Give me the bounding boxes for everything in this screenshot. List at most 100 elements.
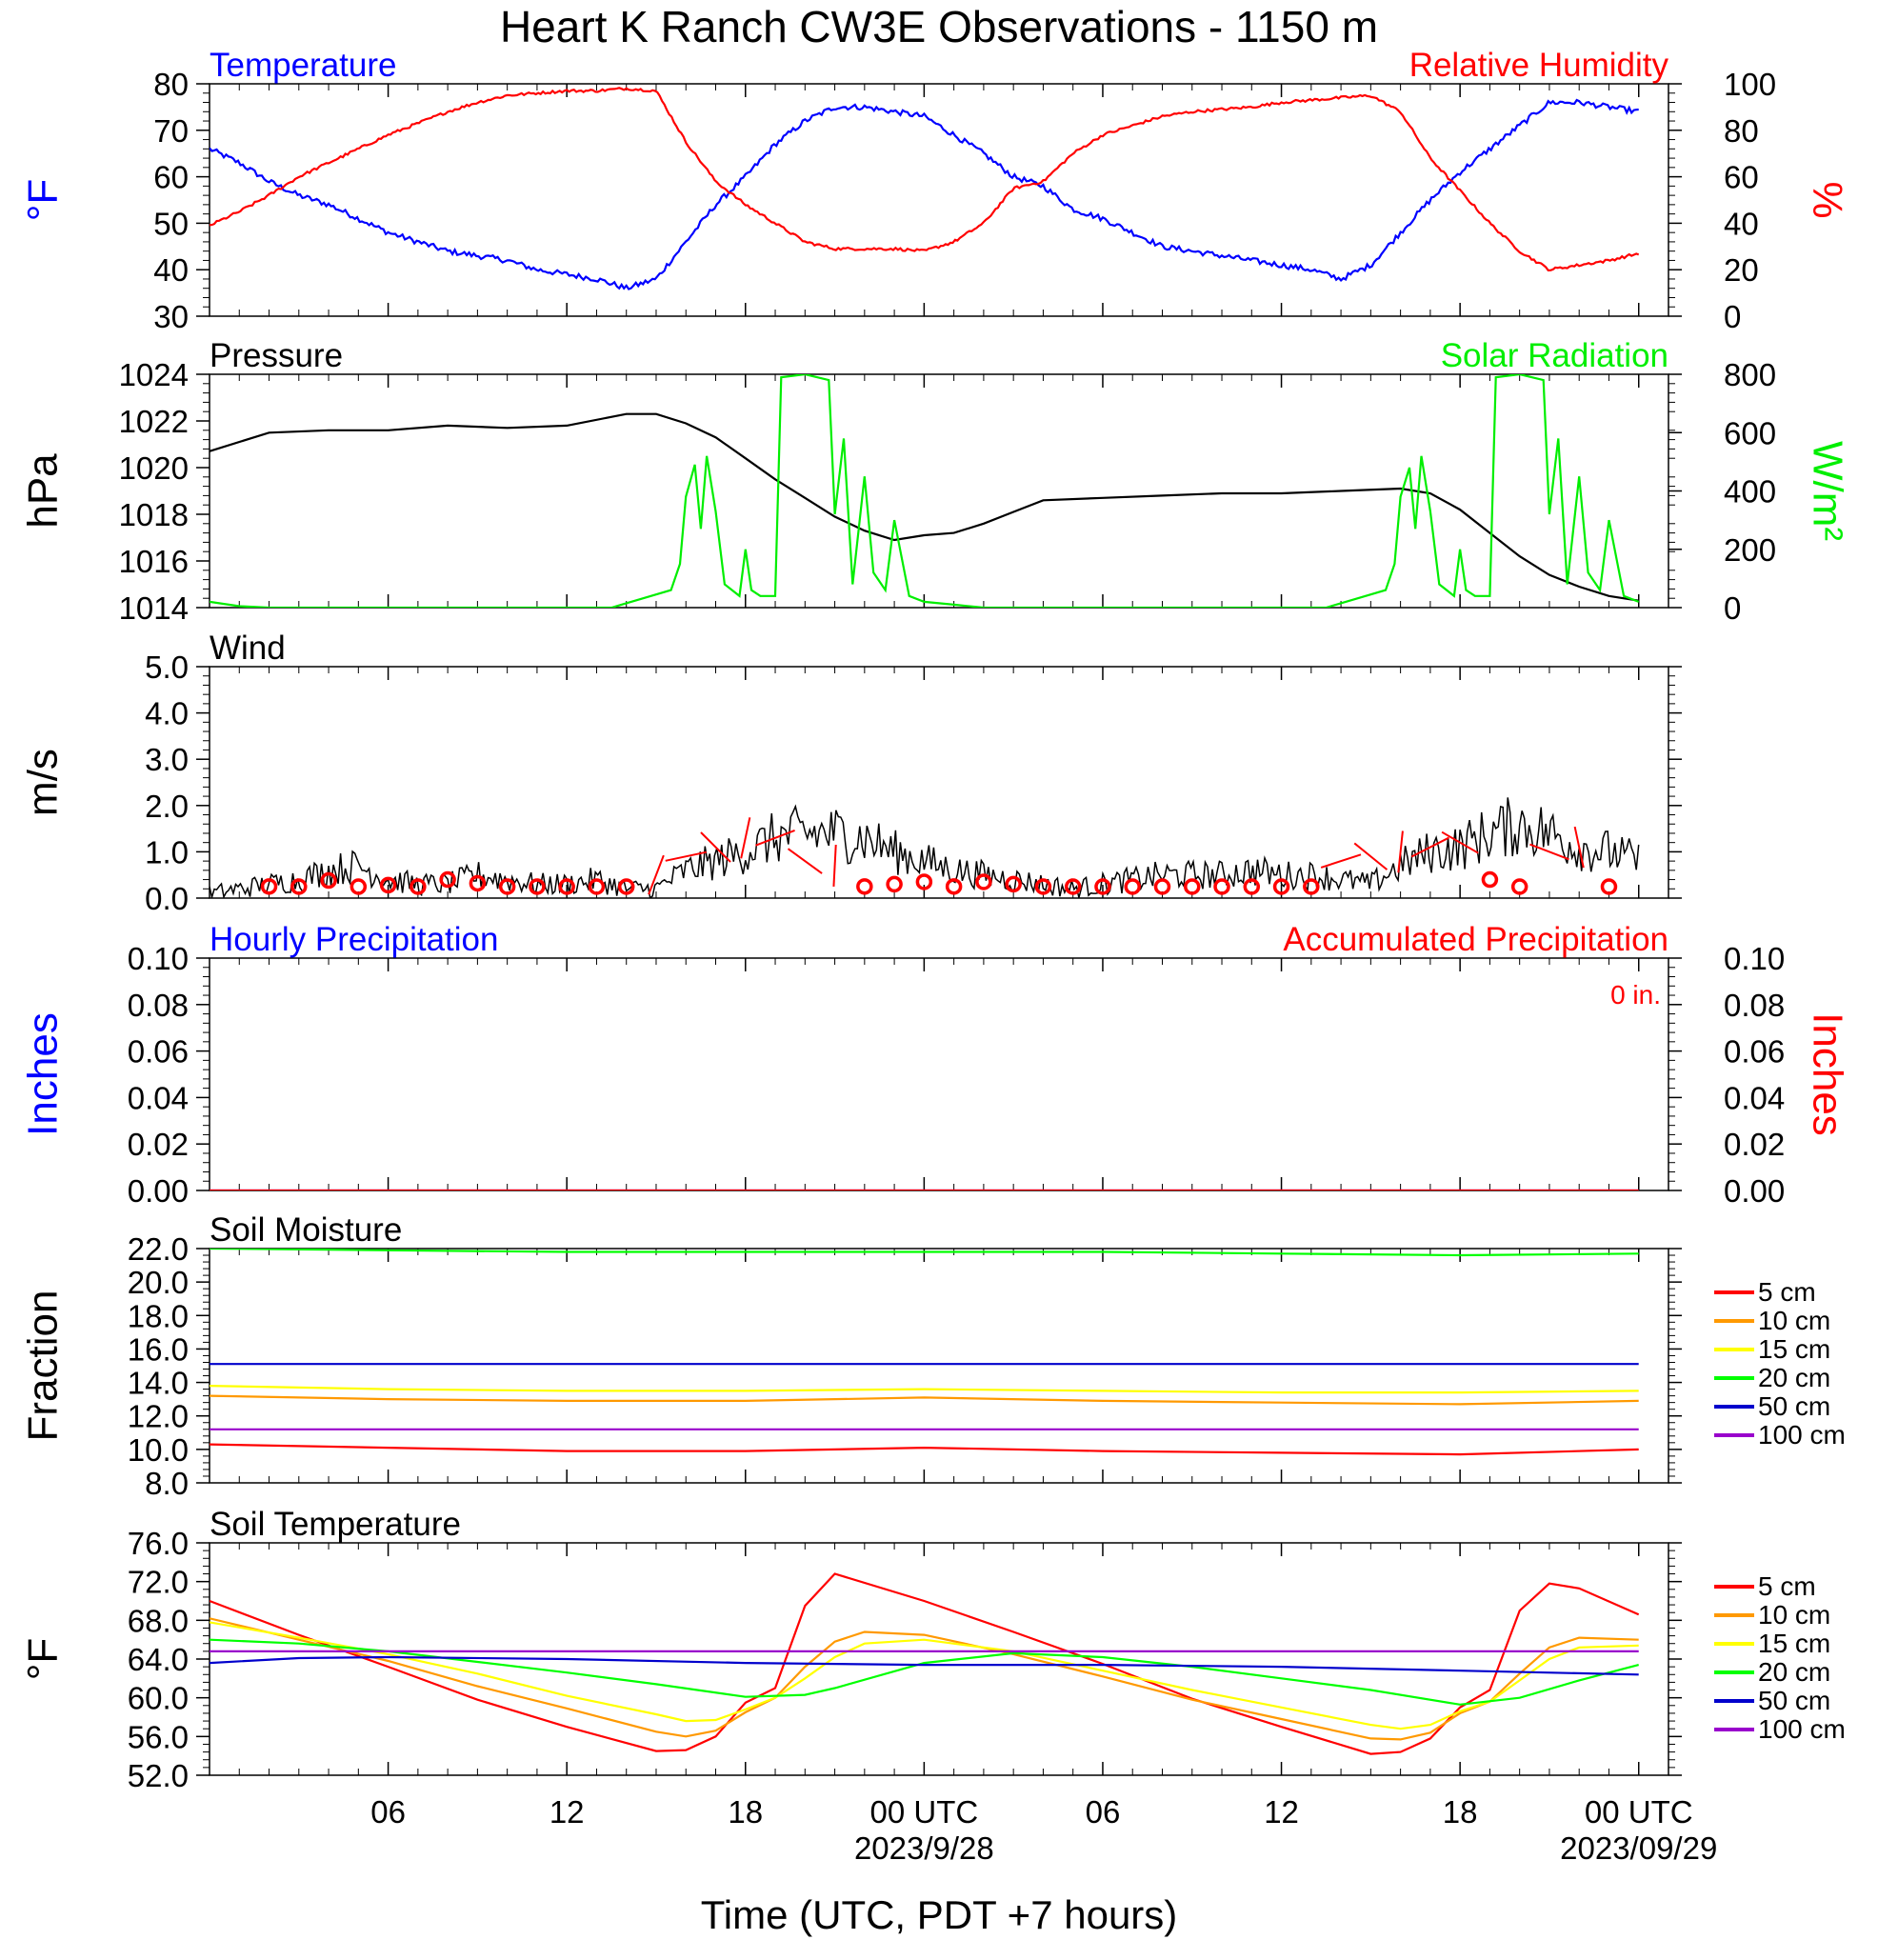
wind-calm-marker <box>617 878 635 895</box>
y-left-axis-label: °F <box>19 179 66 221</box>
wind-direction-barb <box>700 831 731 863</box>
wind-calm-marker <box>290 878 308 895</box>
y-right-axis-label: Inches <box>1805 1012 1851 1136</box>
wind-direction-barb <box>740 817 751 859</box>
x-tick-label: 00 UTC <box>870 1794 979 1830</box>
accumulated-total-annotation: 0 in. <box>1610 980 1661 1010</box>
y-right-tick-label: 600 <box>1724 415 1776 450</box>
y-right-tick-label: 0.04 <box>1724 1080 1785 1115</box>
y-right-tick-label: 0.02 <box>1724 1127 1785 1162</box>
panel-title-left: Soil Moisture <box>210 1211 402 1249</box>
y-right-tick-label: 60 <box>1724 160 1759 195</box>
legend-label: 5 cm <box>1758 1277 1816 1307</box>
y-left-axis-label: Inches <box>19 1012 66 1136</box>
wind-calm-marker <box>588 878 606 895</box>
y-left-tick-label: 5.0 <box>145 650 189 685</box>
y-left-tick-label: 22.0 <box>128 1231 189 1267</box>
panel-title-left: Hourly Precipitation <box>210 921 498 958</box>
legend-label: 5 cm <box>1758 1571 1816 1601</box>
wind-calm-marker <box>1153 878 1171 895</box>
wind-direction-barb <box>1397 830 1404 873</box>
wind-calm-marker <box>1064 878 1082 895</box>
legend-label: 100 cm <box>1758 1714 1846 1744</box>
y-left-tick-label: 1018 <box>119 497 189 532</box>
series-line-20-cm <box>210 1638 1639 1706</box>
y-right-tick-label: 400 <box>1724 474 1776 510</box>
wind-calm-marker <box>320 871 337 890</box>
wind-calm-marker <box>945 878 963 895</box>
wind-calm-marker <box>1213 878 1230 895</box>
x-tick-date-label: 2023/9/28 <box>854 1830 994 1866</box>
y-left-tick-label: 0.0 <box>145 881 189 916</box>
plot-frame <box>209 666 1669 899</box>
y-left-tick-label: 8.0 <box>145 1466 189 1501</box>
x-tick-label: 12 <box>549 1794 585 1830</box>
y-left-tick-label: 1020 <box>119 450 189 486</box>
series-line-20-cm <box>210 1249 1639 1257</box>
y-right-axis-label: W/m² <box>1805 441 1851 541</box>
panel-temp_rh: 30 40 50 60 70 80 0 20 40 60 80 100 Temperature Relat… <box>19 47 1850 334</box>
y-right-tick-label: 0.10 <box>1724 941 1785 976</box>
y-left-tick-label: 80 <box>153 67 189 102</box>
series-line-relative-humidity <box>210 87 1640 272</box>
legend-label: 15 cm <box>1758 1629 1830 1658</box>
y-right-tick-label: 0.06 <box>1724 1034 1785 1070</box>
wind-direction-barb <box>1320 853 1362 869</box>
y-right-tick-label: 0 <box>1724 299 1741 334</box>
panel-title-right: Accumulated Precipitation <box>1283 921 1668 958</box>
y-left-tick-label: 60.0 <box>128 1681 189 1716</box>
y-right-tick-label: 0 <box>1724 590 1741 626</box>
y-left-tick-label: 0.02 <box>128 1127 189 1162</box>
wind-direction-barb <box>1410 836 1449 858</box>
x-tick-label: 00 UTC <box>1585 1794 1693 1830</box>
y-right-tick-label: 0.00 <box>1724 1173 1785 1209</box>
y-left-tick-label: 18.0 <box>128 1298 189 1333</box>
panel-title-right: Solar Radiation <box>1441 337 1668 374</box>
legend-label: 15 cm <box>1758 1334 1830 1364</box>
x-tick-label: 18 <box>728 1794 763 1830</box>
legend-label: 10 cm <box>1758 1600 1830 1630</box>
wind-calm-marker <box>1124 878 1141 895</box>
wind-calm-marker <box>886 875 903 893</box>
y-left-tick-label: 10.0 <box>128 1432 189 1468</box>
series-line-15-cm <box>210 1621 1639 1730</box>
wind-calm-marker <box>1184 878 1201 895</box>
series-line-solar-radiation <box>210 374 1640 608</box>
panel-wind: 0.0 1.0 2.0 3.0 4.0 5.0 Wind m/s <box>19 630 1682 916</box>
wind-calm-marker <box>1303 878 1320 895</box>
y-left-tick-label: 60 <box>153 160 189 195</box>
y-left-tick-label: 1016 <box>119 544 189 579</box>
plot-frame <box>209 957 1669 1191</box>
plot-frame <box>209 1542 1669 1776</box>
plot-frame <box>209 83 1669 317</box>
legend-label: 50 cm <box>1758 1686 1830 1715</box>
wind-calm-marker <box>1034 878 1052 895</box>
y-right-axis-label: % <box>1805 181 1851 218</box>
y-left-tick-label: 0.10 <box>128 941 189 976</box>
wind-calm-marker <box>1510 878 1528 895</box>
wind-calm-marker <box>410 878 427 895</box>
legend-label: 10 cm <box>1758 1306 1830 1335</box>
series-line-50-cm <box>210 1655 1639 1676</box>
panel-title-left: Wind <box>210 630 286 667</box>
panel-precip: 0.00 0.02 0.04 0.06 0.08 0.10 0.00 0.02 0.04 0.06… <box>19 921 1850 1209</box>
x-tick-date-label: 2023/09/29 <box>1560 1830 1717 1866</box>
y-left-tick-label: 14.0 <box>128 1366 189 1401</box>
panel-title-left: Soil Temperature <box>210 1506 461 1543</box>
series-line-15-cm <box>210 1385 1639 1394</box>
wind-calm-marker <box>915 873 933 890</box>
wind-direction-barb <box>648 854 665 895</box>
y-right-tick-label: 0.08 <box>1724 988 1785 1023</box>
y-left-tick-label: 1.0 <box>145 834 189 870</box>
wind-direction-barb <box>1573 826 1585 869</box>
legend-label: 20 cm <box>1758 1363 1830 1392</box>
y-right-tick-label: 20 <box>1724 252 1759 288</box>
y-left-tick-label: 50 <box>153 206 189 241</box>
wind-calm-marker <box>529 878 546 895</box>
panel-title-right: Relative Humidity <box>1409 47 1669 84</box>
y-left-tick-label: 56.0 <box>128 1719 189 1754</box>
wind-calm-marker <box>975 873 992 890</box>
y-left-tick-label: 52.0 <box>128 1758 189 1793</box>
x-tick-label: 18 <box>1443 1794 1478 1830</box>
